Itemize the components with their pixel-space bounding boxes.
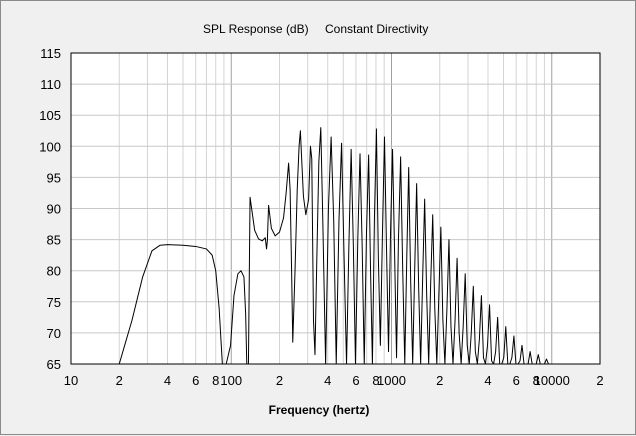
- series-line: [118, 127, 549, 365]
- x-tick-label: 4: [164, 373, 171, 388]
- y-tick-label: 85: [47, 233, 61, 248]
- y-tick-label: 70: [47, 326, 61, 341]
- y-axis-tick-labels: 65 70 75 80 85 90 95 100 105 110 115: [39, 46, 61, 372]
- series-layer: [118, 127, 549, 365]
- y-tick-label: 110: [40, 77, 61, 92]
- x-tick-label: 8: [533, 373, 540, 388]
- chart-title: SPL Response (dB): [203, 22, 309, 36]
- x-tick-label: 8: [212, 373, 219, 388]
- x-tick-label: 100: [220, 373, 242, 388]
- x-tick-label: 2: [436, 373, 443, 388]
- y-tick-label: 90: [47, 202, 61, 217]
- x-tick-label: 6: [352, 373, 359, 388]
- x-tick-label: 6: [192, 373, 199, 388]
- x-tick-label: 8: [372, 373, 379, 388]
- y-tick-label: 80: [47, 264, 61, 279]
- plot-border: [70, 52, 601, 365]
- y-tick-label: 95: [47, 170, 61, 185]
- y-tick-label: 115: [40, 46, 61, 61]
- chart-subtitle: Constant Directivity: [325, 22, 428, 36]
- y-tick-label: 75: [47, 295, 61, 310]
- x-tick-label: 2: [116, 373, 123, 388]
- x-tick-label: 4: [484, 373, 491, 388]
- x-tick-label: 2: [596, 373, 603, 388]
- x-tick-label: 2: [276, 373, 283, 388]
- y-tick-label: 100: [39, 139, 61, 154]
- y-tick-label: 65: [47, 357, 61, 372]
- x-tick-label: 4: [324, 373, 331, 388]
- x-tick-label: 1000: [377, 373, 406, 388]
- x-tick-label: 10000: [534, 373, 570, 388]
- x-tick-label: 6: [513, 373, 520, 388]
- y-tick-label: 105: [39, 108, 61, 123]
- x-tick-label: 10: [64, 373, 78, 388]
- x-axis-label: Frequency (hertz): [269, 403, 370, 417]
